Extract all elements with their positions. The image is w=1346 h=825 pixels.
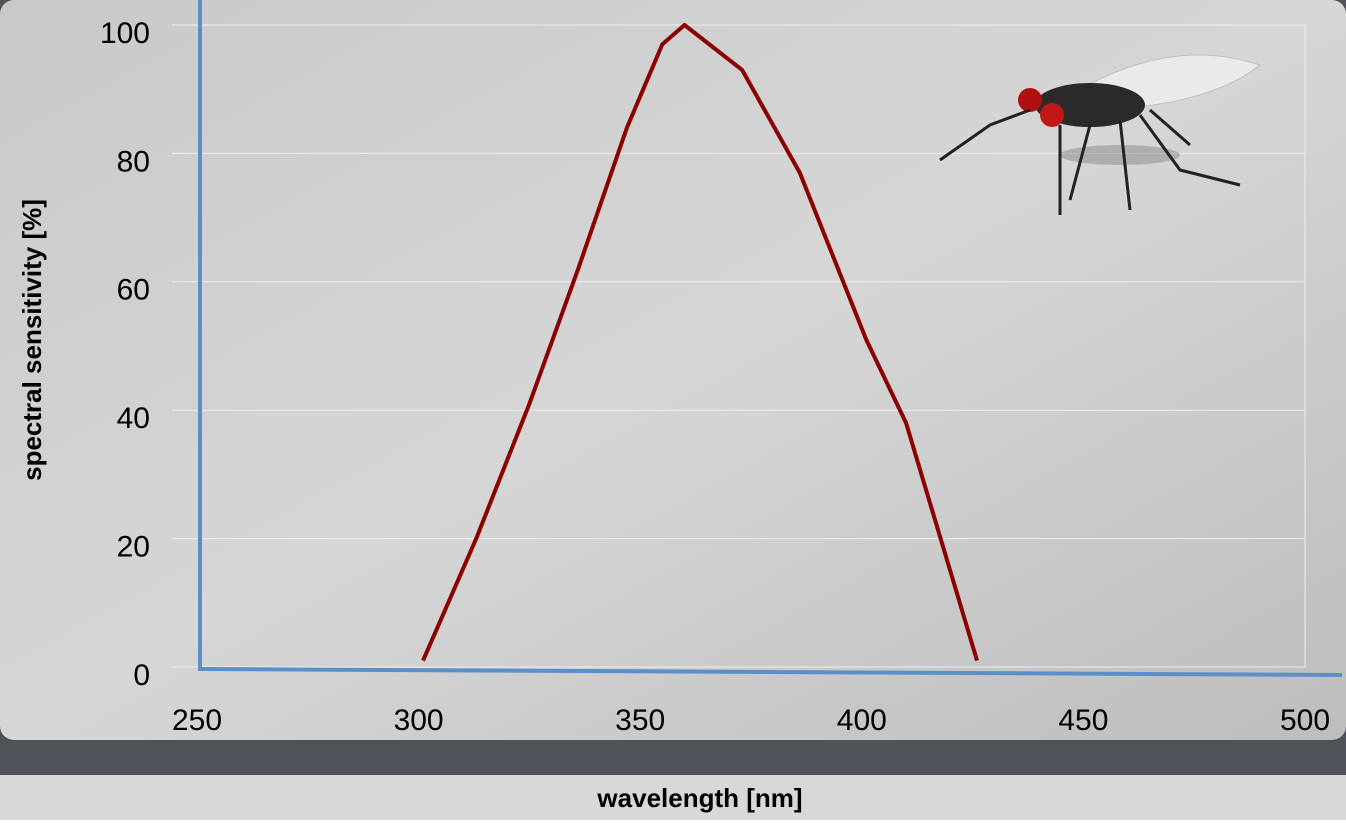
y-tick-label: 60 <box>117 274 150 307</box>
footer-strip <box>0 775 1346 820</box>
x-tick-label: 350 <box>615 704 665 737</box>
line-series <box>421 23 979 662</box>
x-tick-label: 250 <box>172 704 222 737</box>
x-tick-label: 400 <box>837 704 887 737</box>
fly-illustration <box>939 54 1262 215</box>
y-axis-title: spectral sensitivity [%] <box>17 199 47 481</box>
y-tick-label: 20 <box>117 531 150 564</box>
y-tick-label: 40 <box>117 402 150 435</box>
x-axis-title: wavelength [nm] <box>596 783 802 813</box>
x-tick-label: 450 <box>1058 704 1108 737</box>
y-tick-label: 80 <box>117 145 150 178</box>
plot-panel <box>0 0 1346 740</box>
x-axis <box>197 667 1343 677</box>
y-tick-label: 100 <box>100 17 150 50</box>
x-tick-label: 500 <box>1280 704 1330 737</box>
y-tick-label: 0 <box>133 659 150 692</box>
x-tick-label: 300 <box>394 704 444 737</box>
